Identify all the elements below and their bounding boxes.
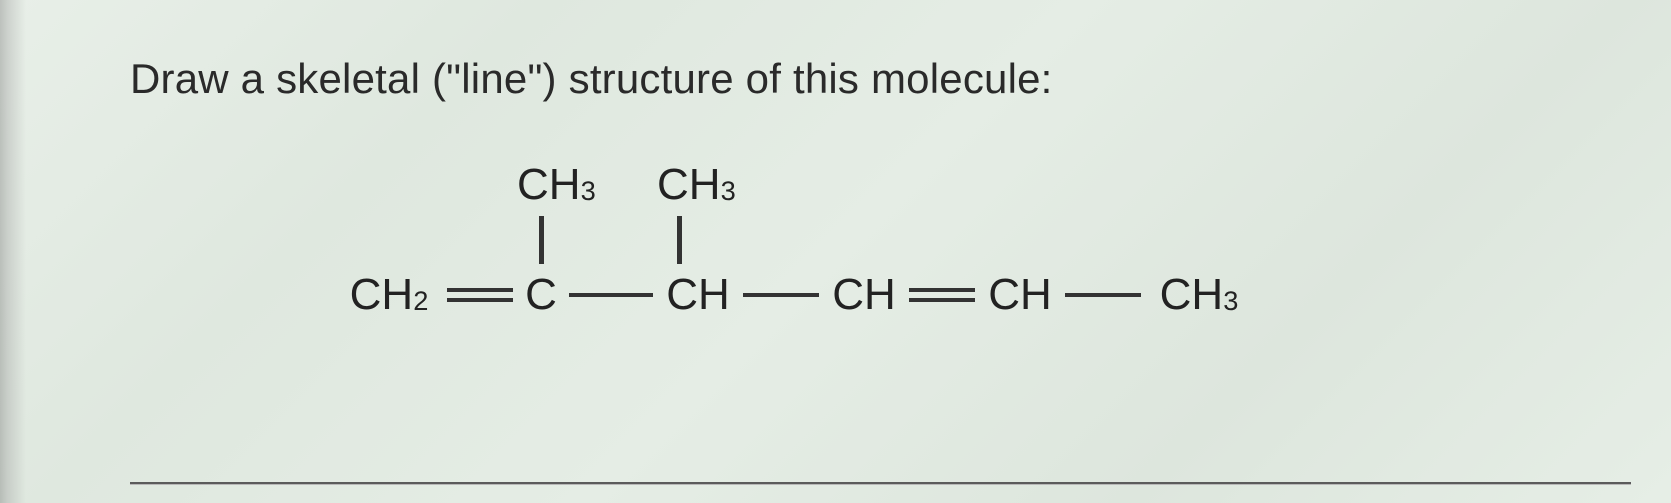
left-shadow-edge <box>0 0 26 503</box>
vertical-bond-2 <box>657 216 739 264</box>
backbone-row: CH2 C CH CH CH <box>335 265 1253 325</box>
group-subscript: 3 <box>581 177 596 204</box>
methyl-label-2: CH3 <box>657 163 775 207</box>
group-text: CH <box>350 273 414 317</box>
group-ch3-terminal: CH3 <box>1145 273 1253 317</box>
group-subscript: 3 <box>721 177 736 204</box>
group-subscript: 2 <box>413 287 428 314</box>
answer-box-top-border <box>130 482 1631 485</box>
bond-vertical-icon <box>677 216 682 264</box>
methyl-label-1: CH3 <box>517 163 635 207</box>
group-ch2-terminal: CH2 <box>335 273 443 317</box>
group-text: CH <box>657 163 721 207</box>
vertical-bond-1 <box>517 216 565 264</box>
vertical-bond-row <box>335 215 739 265</box>
group-ch: CH <box>657 273 739 317</box>
bond-single <box>1061 293 1145 297</box>
group-text: C <box>525 273 557 317</box>
group-ch: CH <box>979 273 1061 317</box>
single-bond-icon <box>1065 293 1141 297</box>
molecule-formula-region: CH3 CH3 CH2 C <box>130 155 1671 325</box>
bond-vertical-icon <box>539 216 544 264</box>
condensed-structural-formula: CH3 CH3 CH2 C <box>335 155 1253 325</box>
single-bond-icon <box>569 293 653 297</box>
group-text: CH <box>1160 273 1224 317</box>
bond-double <box>443 288 517 302</box>
bond-single <box>739 293 823 297</box>
group-text: CH <box>666 273 730 317</box>
group-ch: CH <box>823 273 905 317</box>
group-subscript: 3 <box>1223 287 1238 314</box>
double-bond-icon <box>909 288 975 302</box>
substituent-label-row: CH3 CH3 <box>335 155 775 215</box>
single-bond-icon <box>743 293 819 297</box>
bond-single <box>565 293 657 297</box>
group-text: CH <box>988 273 1052 317</box>
group-text: CH <box>517 163 581 207</box>
double-bond-icon <box>447 288 513 302</box>
bond-double <box>905 288 979 302</box>
group-c: C <box>517 273 565 317</box>
group-text: CH <box>832 273 896 317</box>
question-prompt: Draw a skeletal ("line") structure of th… <box>130 55 1551 103</box>
